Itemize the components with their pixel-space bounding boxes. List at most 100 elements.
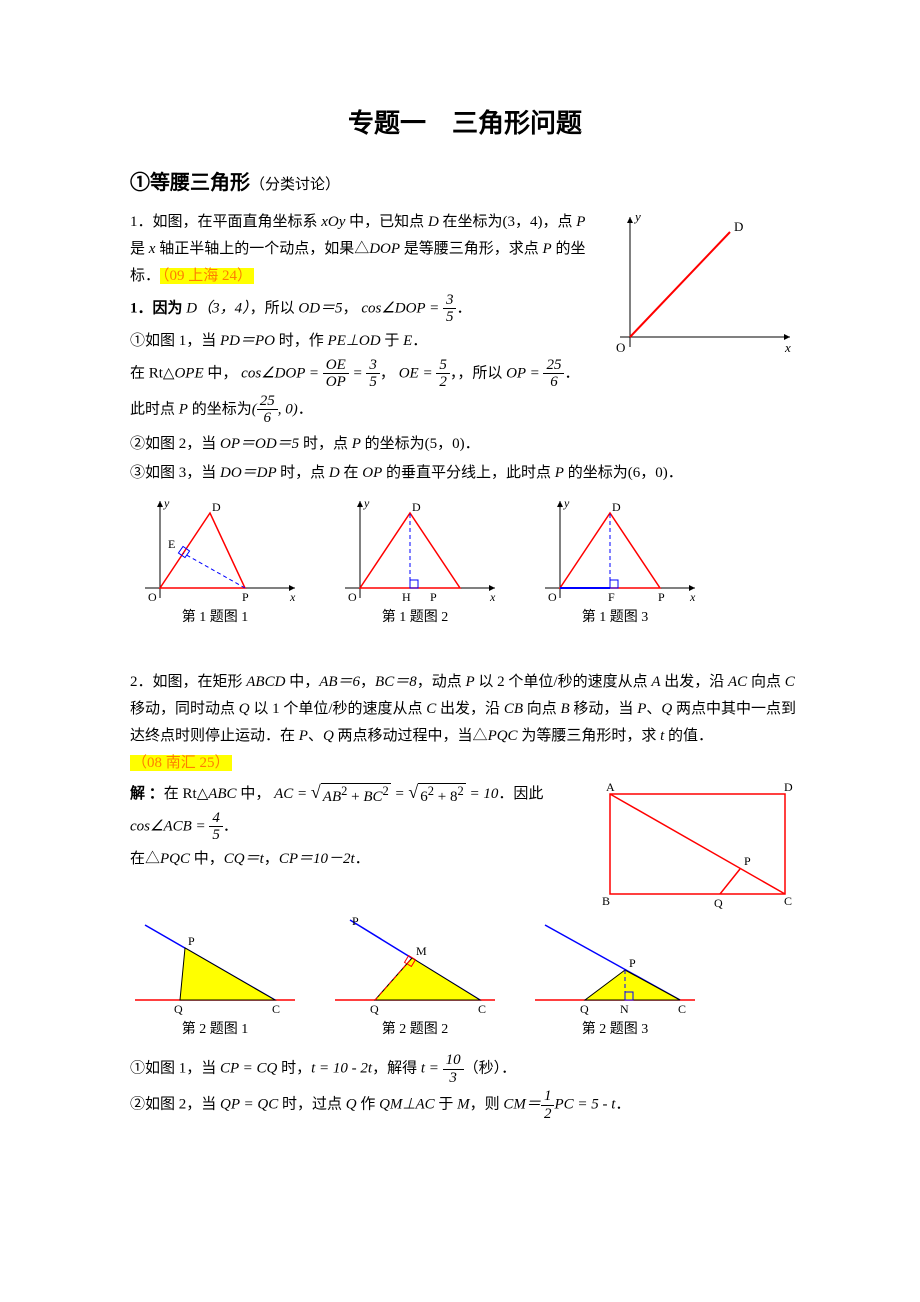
t: 中，已知点 bbox=[345, 214, 428, 230]
svg-text:x: x bbox=[689, 590, 696, 603]
t: 此时点 bbox=[130, 401, 179, 417]
t: 的坐标为(5，0)． bbox=[361, 436, 480, 452]
t: = bbox=[419, 365, 437, 381]
q2-fig1: P Q C bbox=[130, 915, 300, 1015]
t: ∠DOP bbox=[261, 365, 305, 381]
t: ． bbox=[456, 300, 471, 316]
t: A bbox=[651, 674, 660, 690]
t: 2 bbox=[541, 1106, 555, 1123]
t: 在 Rt△ bbox=[164, 786, 208, 802]
svg-text:P: P bbox=[188, 934, 195, 948]
t: 5 bbox=[443, 309, 457, 326]
t: = bbox=[305, 365, 323, 381]
t: PC bbox=[554, 1097, 573, 1113]
t: ∠ACB bbox=[150, 818, 192, 834]
q2-stem: 2．如图，在矩形 ABCD 中，AB＝6，BC＝8，动点 P 以 2 个单位/秒… bbox=[130, 669, 800, 777]
t: 中， bbox=[237, 786, 271, 802]
t: 是 bbox=[130, 241, 149, 257]
t: 3 bbox=[443, 1070, 464, 1087]
t: ． bbox=[615, 1097, 630, 1113]
t: C bbox=[426, 701, 436, 717]
t: ，解得 bbox=[372, 1061, 421, 1077]
q2-case2: ②如图 2，当 QP = QC 时，过点 Q 作 QM⊥AC 于 M，则 CM＝… bbox=[130, 1088, 800, 1122]
t: 3 bbox=[366, 357, 380, 375]
t: ①如图 1，当 bbox=[130, 1061, 220, 1077]
t: DO＝DP bbox=[220, 465, 280, 481]
t: OE bbox=[323, 357, 349, 375]
q2-fig3: P Q N C bbox=[530, 915, 700, 1015]
t: CP = CQ bbox=[220, 1061, 277, 1077]
t: 2．如图，在矩形 bbox=[130, 674, 246, 690]
t: Q bbox=[323, 728, 334, 744]
svg-text:y: y bbox=[163, 496, 170, 510]
t: 25 bbox=[543, 357, 564, 375]
t: OD＝5 bbox=[298, 300, 342, 316]
t: D（3，4） bbox=[186, 300, 249, 316]
t: = bbox=[469, 786, 483, 802]
t: ． bbox=[412, 333, 427, 349]
t: Q bbox=[346, 1097, 357, 1113]
t: 在坐标为(3，4)，点 bbox=[439, 214, 577, 230]
t: P bbox=[576, 214, 585, 230]
svg-text:Q: Q bbox=[580, 1002, 589, 1015]
svg-text:F: F bbox=[608, 590, 615, 603]
svg-text:C: C bbox=[784, 894, 792, 908]
q2-sol-block: 解 ：在 Rt△ABC 中， AC = √AB2 + BC2 = √62 + 8… bbox=[130, 779, 800, 909]
t: 时，作 bbox=[275, 333, 328, 349]
t: 移动，当 bbox=[570, 701, 638, 717]
t: = bbox=[425, 300, 443, 316]
t: ②如图 2，当 bbox=[130, 1097, 220, 1113]
svg-text:P: P bbox=[352, 915, 359, 928]
t: 作 bbox=[357, 1097, 380, 1113]
t: xOy bbox=[321, 214, 345, 230]
svg-text:D: D bbox=[784, 780, 793, 794]
t: cos bbox=[130, 818, 150, 834]
svg-text:y: y bbox=[633, 209, 641, 224]
svg-text:N: N bbox=[620, 1002, 629, 1015]
t: OP＝OD＝5 bbox=[220, 436, 303, 452]
q1-case3: ③如图 3，当 DO＝DP 时，点 D 在 OP 的垂直平分线上，此时点 P 的… bbox=[130, 460, 800, 487]
t: （秒）． bbox=[464, 1061, 517, 1077]
svg-text:P: P bbox=[629, 956, 636, 970]
t: = 5 - bbox=[574, 1097, 612, 1113]
t: OP bbox=[506, 365, 526, 381]
t: 在 bbox=[340, 465, 363, 481]
t: CQ＝t bbox=[224, 851, 264, 867]
t: AC bbox=[728, 674, 747, 690]
q2-ref: （08 南汇 25） bbox=[130, 755, 232, 771]
t: 向点 bbox=[751, 674, 785, 690]
t: 出发，沿 bbox=[436, 701, 504, 717]
svg-text:A: A bbox=[606, 780, 615, 794]
t: 解 ： bbox=[130, 786, 164, 802]
t: AB bbox=[323, 789, 341, 805]
t: ．因此 bbox=[498, 786, 543, 802]
t: ，动点 bbox=[417, 674, 466, 690]
t: OE bbox=[399, 365, 419, 381]
q2-fig2: P M Q C bbox=[330, 915, 500, 1015]
t: ， bbox=[380, 365, 395, 381]
q1-fig1: y x O D E P bbox=[130, 493, 300, 603]
t: ． bbox=[223, 818, 238, 834]
svg-text:D: D bbox=[612, 500, 621, 514]
svg-text:M: M bbox=[416, 944, 427, 958]
t: 25 bbox=[257, 393, 278, 411]
t: = bbox=[293, 786, 311, 802]
t: 3 bbox=[443, 292, 457, 310]
t: QM⊥AC bbox=[379, 1097, 435, 1113]
t: 两点移动过程中，当△ bbox=[334, 728, 488, 744]
q2-figures: P Q C 第 2 题图 1 P M Q C 第 2 题图 2 P Q bbox=[130, 915, 800, 1042]
svg-text:Q: Q bbox=[370, 1002, 379, 1015]
t: 1 bbox=[541, 1088, 555, 1106]
section-heading-note: （分类讨论） bbox=[250, 176, 340, 193]
t: 2 bbox=[436, 374, 450, 391]
svg-text:P: P bbox=[242, 590, 249, 603]
t: 1．因为 bbox=[130, 300, 186, 316]
t: 6 bbox=[543, 374, 564, 391]
t: PE⊥OD bbox=[328, 333, 381, 349]
page-title: 专题一 三角形问题 bbox=[130, 100, 800, 147]
t: ③如图 3，当 bbox=[130, 465, 220, 481]
q2-fig2-cap: 第 2 题图 2 bbox=[330, 1017, 500, 1042]
section-heading-text: ①等腰三角形 bbox=[130, 172, 250, 194]
t: D bbox=[329, 465, 340, 481]
t: 的值． bbox=[664, 728, 713, 744]
